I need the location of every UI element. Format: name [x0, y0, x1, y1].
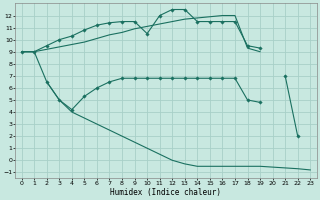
X-axis label: Humidex (Indice chaleur): Humidex (Indice chaleur): [110, 188, 221, 197]
